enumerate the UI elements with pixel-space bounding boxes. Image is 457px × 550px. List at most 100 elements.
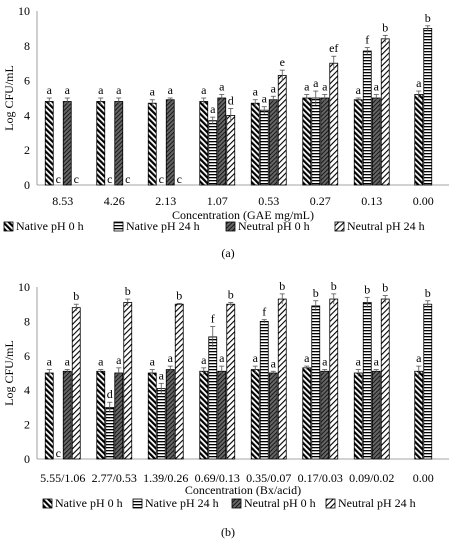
- significance-letter: f: [262, 305, 266, 319]
- y-tick-label: 8: [24, 39, 30, 53]
- significance-letter: a: [271, 81, 277, 95]
- bar-native24: [208, 120, 218, 186]
- significance-letter: a: [253, 85, 259, 99]
- legend-swatch-native0: [3, 221, 14, 232]
- significance-letter: a: [374, 80, 380, 94]
- significance-letter: a: [168, 83, 174, 97]
- bar-neutral0: [268, 99, 278, 186]
- significance-letter: a: [150, 85, 156, 99]
- significance-letter: a: [168, 351, 174, 365]
- bar-neutral24: [71, 307, 81, 460]
- bar-neutral0: [268, 372, 278, 460]
- significance-letter: a: [322, 80, 328, 94]
- significance-letter: a: [150, 355, 156, 369]
- y-tick-label: 6: [24, 349, 30, 363]
- bar-native0: [96, 101, 106, 186]
- panel-label: (b): [221, 525, 235, 539]
- bar-native0: [302, 97, 312, 186]
- legend-label: Native pH 0 h: [55, 496, 123, 510]
- legend-label: Native pH 0 h: [16, 219, 84, 233]
- significance-letter: a: [322, 355, 328, 369]
- bar-native0: [96, 370, 106, 460]
- y-tick-label: 0: [24, 178, 30, 192]
- significance-letter: a: [313, 76, 319, 90]
- bar-neutral0: [217, 97, 227, 186]
- bar-native24: [423, 303, 433, 460]
- significance-letter: b: [125, 284, 131, 298]
- bar-native0: [250, 102, 260, 186]
- significance-letter: c: [159, 172, 164, 186]
- significance-letter: a: [65, 83, 71, 97]
- significance-letter: a: [304, 80, 310, 94]
- y-tick-label: 8: [24, 314, 30, 328]
- significance-letter: f: [211, 312, 215, 326]
- significance-letter: b: [279, 279, 285, 293]
- legend-swatch-native0: [42, 498, 53, 509]
- x-tick-label: 5.55/1.06: [40, 471, 85, 485]
- x-axis-label: Concentration (Bx/acid): [185, 483, 301, 497]
- significance-letter: a: [416, 76, 422, 90]
- bar-neutral0: [320, 370, 330, 460]
- significance-letter: c: [107, 172, 112, 186]
- x-tick-label: 0.69/0.13: [195, 471, 240, 485]
- bar-native0: [250, 369, 260, 460]
- bar-neutral0: [62, 370, 72, 460]
- significance-letter: b: [382, 20, 388, 34]
- significance-letter: ef: [329, 41, 338, 55]
- bar-neutral0: [217, 370, 227, 460]
- significance-letter: a: [271, 356, 277, 370]
- bar-native0: [44, 101, 54, 186]
- significance-letter: c: [125, 172, 130, 186]
- significance-letter: c: [74, 172, 79, 186]
- bar-native0: [353, 372, 363, 460]
- legend-swatch-native24: [132, 498, 143, 509]
- panel-label: (a): [221, 246, 234, 260]
- x-axis-label: Concentration (GAE mg/mL): [172, 208, 314, 222]
- bar-neutral24: [329, 62, 339, 186]
- significance-letter: a: [47, 83, 53, 97]
- legend-swatch-neutral0: [225, 221, 236, 232]
- bar-native24: [362, 50, 372, 186]
- bar-neutral0: [62, 101, 72, 186]
- legend-swatch-neutral24: [325, 498, 336, 509]
- bar-native0: [414, 94, 424, 186]
- bar-neutral24: [174, 303, 184, 460]
- significance-letter: a: [416, 351, 422, 365]
- significance-letter: c: [177, 172, 182, 186]
- legend-label: Neutral pH 24 h: [338, 496, 416, 510]
- significance-letter: a: [210, 102, 216, 116]
- significance-letter: c: [56, 446, 61, 460]
- bar-neutral0: [371, 97, 381, 186]
- legend-label: Native pH 24 h: [126, 219, 200, 233]
- bar-native24: [362, 302, 372, 460]
- x-tick-label: 2.13: [155, 194, 176, 208]
- y-tick-label: 0: [24, 452, 30, 466]
- y-tick-label: 4: [24, 383, 30, 397]
- significance-letter: a: [116, 353, 122, 367]
- bar-neutral0: [371, 370, 381, 460]
- significance-letter: a: [98, 355, 104, 369]
- legend-label: Neutral pH 0 h: [244, 496, 316, 510]
- bar-neutral24: [226, 115, 236, 186]
- x-tick-label: 1.39/0.26: [143, 471, 188, 485]
- bar-native24: [156, 388, 166, 460]
- bar-neutral24: [329, 298, 339, 460]
- significance-letter: a: [356, 355, 362, 369]
- significance-letter: a: [304, 351, 310, 365]
- x-tick-label: 0.00: [413, 471, 434, 485]
- significance-letter: c: [56, 172, 61, 186]
- significance-letter: b: [313, 286, 319, 300]
- significance-letter: a: [253, 351, 259, 365]
- bar-native24: [259, 320, 269, 460]
- bar-native0: [302, 367, 312, 460]
- significance-letter: a: [374, 355, 380, 369]
- bar-neutral0: [114, 372, 124, 460]
- significance-letter: b: [228, 287, 234, 301]
- significance-letter: a: [262, 92, 268, 106]
- significance-letter: a: [116, 83, 122, 97]
- bar-native24: [311, 97, 321, 186]
- x-tick-label: 0.53: [258, 194, 279, 208]
- significance-letter: b: [331, 279, 337, 293]
- bar-neutral24: [123, 302, 133, 460]
- significance-letter: d: [107, 387, 113, 401]
